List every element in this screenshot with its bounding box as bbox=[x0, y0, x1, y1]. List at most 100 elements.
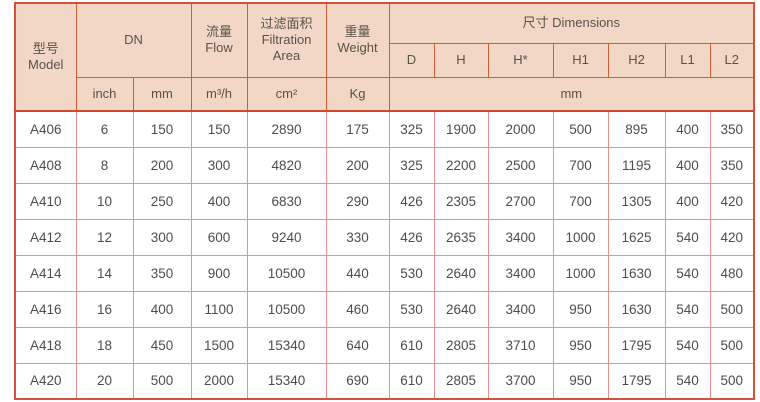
value-cell: 640 bbox=[325, 326, 390, 364]
table-row: A418 18 450 1500 15340 640 610 2805 3710 950 1795 5… bbox=[14, 326, 755, 364]
value-cell: 420 bbox=[709, 218, 755, 256]
table-row: A420 20 500 2000 15340 690 610 2805 3700 950 1795 5… bbox=[14, 362, 755, 400]
value-cell: 20 bbox=[75, 362, 134, 400]
col-header-model: 型号 Model bbox=[14, 2, 77, 112]
value-cell: 540 bbox=[664, 326, 711, 364]
table-row: A410 10 250 400 6830 290 426 2305 2700 700 1305 400… bbox=[14, 182, 755, 220]
value-cell: 400 bbox=[664, 146, 711, 184]
value-cell: 175 bbox=[325, 110, 390, 148]
weight-label-zh: 重量 bbox=[344, 24, 371, 40]
value-cell: 300 bbox=[190, 146, 248, 184]
value-cell: 250 bbox=[132, 182, 192, 220]
value-cell: 325 bbox=[388, 146, 435, 184]
value-cell: 12 bbox=[75, 218, 134, 256]
value-cell: 540 bbox=[664, 218, 711, 256]
value-cell: 1195 bbox=[607, 146, 666, 184]
value-cell: 400 bbox=[664, 110, 711, 148]
value-cell: 300 bbox=[132, 218, 192, 256]
flow-label-en: Flow bbox=[205, 40, 233, 56]
model-cell: A410 bbox=[14, 182, 77, 220]
unit-weight-header: Kg bbox=[325, 76, 390, 112]
value-cell: 9240 bbox=[246, 218, 327, 256]
table-row: A416 16 400 1100 10500 460 530 2640 3400 950 1630 5… bbox=[14, 290, 755, 328]
model-cell: A420 bbox=[14, 362, 77, 400]
value-cell: 540 bbox=[664, 362, 711, 400]
value-cell: 400 bbox=[132, 290, 192, 328]
filter-spec-table: 型号 Model DN 流量 Flow 过滤面积 Filtration Area… bbox=[14, 2, 756, 400]
value-cell: 200 bbox=[132, 146, 192, 184]
value-cell: 2890 bbox=[246, 110, 327, 148]
value-cell: 420 bbox=[709, 182, 755, 220]
value-cell: 530 bbox=[388, 254, 435, 292]
value-cell: 1630 bbox=[607, 254, 666, 292]
value-cell: 610 bbox=[388, 326, 435, 364]
value-cell: 2200 bbox=[433, 146, 489, 184]
value-cell: 14 bbox=[75, 254, 134, 292]
value-cell: 426 bbox=[388, 218, 435, 256]
value-cell: 350 bbox=[709, 146, 755, 184]
filtration-label-en2: Area bbox=[272, 48, 301, 64]
value-cell: 15340 bbox=[246, 362, 327, 400]
value-cell: 2000 bbox=[487, 110, 554, 148]
value-cell: 3400 bbox=[487, 290, 554, 328]
col-header-filtration-area: 过滤面积 Filtration Area bbox=[246, 2, 327, 78]
value-cell: 16 bbox=[75, 290, 134, 328]
header-row-1: 型号 Model DN 流量 Flow 过滤面积 Filtration Area… bbox=[14, 2, 755, 112]
value-cell: 2000 bbox=[190, 362, 248, 400]
model-cell: A414 bbox=[14, 254, 77, 292]
unit-mm-header: mm bbox=[132, 76, 192, 112]
value-cell: 900 bbox=[190, 254, 248, 292]
col-header-h1: H1 bbox=[552, 42, 609, 78]
value-cell: 440 bbox=[325, 254, 390, 292]
value-cell: 500 bbox=[552, 110, 609, 148]
value-cell: 6 bbox=[75, 110, 134, 148]
weight-label-en: Weight bbox=[337, 40, 378, 56]
value-cell: 450 bbox=[132, 326, 192, 364]
col-header-h: H bbox=[433, 42, 489, 78]
value-cell: 500 bbox=[709, 290, 755, 328]
value-cell: 1630 bbox=[607, 290, 666, 328]
value-cell: 1500 bbox=[190, 326, 248, 364]
value-cell: 600 bbox=[190, 218, 248, 256]
header-row-units: inch mm m³/h cm² Kg mm bbox=[15, 76, 755, 112]
model-cell: A412 bbox=[14, 218, 77, 256]
value-cell: 1305 bbox=[607, 182, 666, 220]
value-cell: 3710 bbox=[487, 326, 554, 364]
value-cell: 330 bbox=[325, 218, 390, 256]
header-row-2: D H H* H1 H2 L1 L2 bbox=[15, 42, 755, 78]
value-cell: 350 bbox=[132, 254, 192, 292]
unit-dimensions-header: mm bbox=[388, 76, 755, 112]
value-cell: 480 bbox=[709, 254, 755, 292]
value-cell: 10500 bbox=[246, 254, 327, 292]
value-cell: 2500 bbox=[487, 146, 554, 184]
model-cell: A408 bbox=[14, 146, 77, 184]
value-cell: 2635 bbox=[433, 218, 489, 256]
value-cell: 700 bbox=[552, 146, 609, 184]
value-cell: 2805 bbox=[433, 362, 489, 400]
value-cell: 1100 bbox=[190, 290, 248, 328]
col-header-d: D bbox=[388, 42, 435, 78]
value-cell: 15340 bbox=[246, 326, 327, 364]
col-header-h-star: H* bbox=[487, 42, 554, 78]
value-cell: 500 bbox=[709, 326, 755, 364]
table-header: 型号 Model DN 流量 Flow 过滤面积 Filtration Area… bbox=[14, 2, 755, 112]
value-cell: 2305 bbox=[433, 182, 489, 220]
model-label-zh: 型号 bbox=[32, 41, 59, 57]
value-cell: 150 bbox=[190, 110, 248, 148]
value-cell: 950 bbox=[552, 290, 609, 328]
table-row: A406 6 150 150 2890 175 325 1900 2000 500 895 400 35… bbox=[14, 110, 755, 148]
col-header-dimensions: 尺寸 Dimensions bbox=[388, 2, 755, 44]
value-cell: 500 bbox=[709, 362, 755, 400]
unit-flow-header: m³/h bbox=[190, 76, 248, 112]
value-cell: 200 bbox=[325, 146, 390, 184]
value-cell: 2640 bbox=[433, 290, 489, 328]
value-cell: 3700 bbox=[487, 362, 554, 400]
filtration-label-en1: Filtration bbox=[261, 32, 312, 48]
value-cell: 700 bbox=[552, 182, 609, 220]
value-cell: 350 bbox=[709, 110, 755, 148]
value-cell: 950 bbox=[552, 362, 609, 400]
col-header-flow: 流量 Flow bbox=[190, 2, 248, 78]
value-cell: 3400 bbox=[487, 218, 554, 256]
col-header-l2: L2 bbox=[709, 42, 755, 78]
